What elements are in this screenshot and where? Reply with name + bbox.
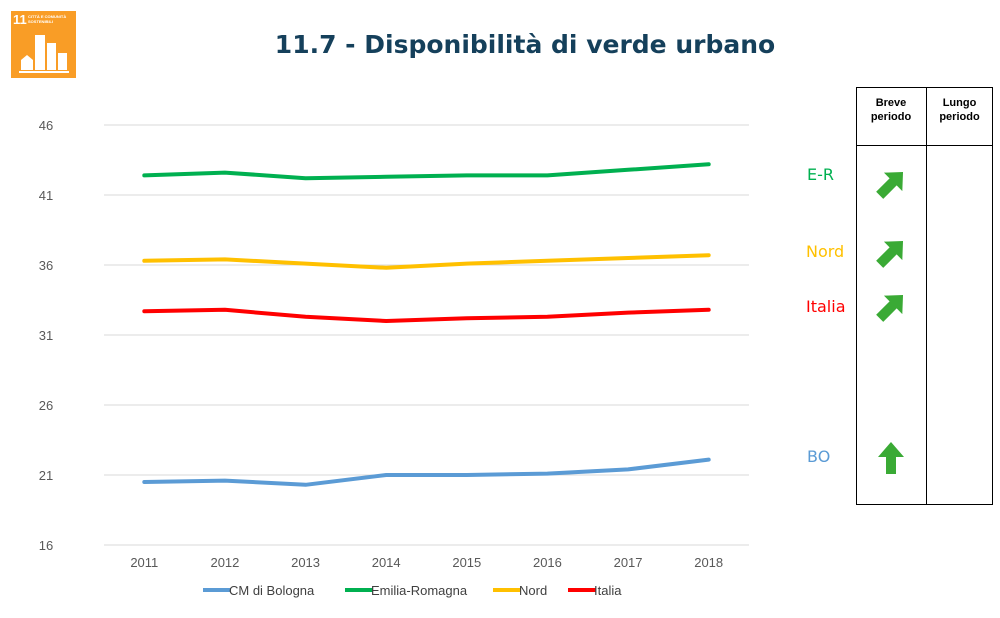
x-tick-label: 2014 — [372, 555, 401, 570]
page-title: 11.7 - Disponibilità di verde urbano — [274, 30, 776, 59]
table-column-divider — [926, 87, 927, 505]
x-tick-label: 2013 — [291, 555, 320, 570]
series-line-italia — [142, 307, 711, 323]
y-tick-label: 36 — [39, 258, 53, 273]
header-short-term: Breve periodo — [870, 97, 912, 123]
table-frame — [856, 87, 993, 505]
x-tick-label: 2011 — [130, 555, 158, 570]
up-right-arrow-icon — [873, 290, 909, 329]
legend-label: Italia — [594, 583, 622, 598]
city-buildings-icon — [19, 35, 69, 73]
x-tick-label: 2018 — [694, 555, 723, 570]
series-line-nord — [142, 253, 711, 270]
series-line-emilia-romagna — [142, 162, 711, 181]
sdg-11-badge: 11 CITTÀ E COMUNITÀ SOSTENIBILI — [11, 11, 76, 78]
x-tick-label: 2016 — [533, 555, 562, 570]
y-tick-label: 41 — [39, 188, 53, 203]
sdg-number: 11 — [13, 12, 27, 27]
region-label: Nord — [806, 242, 845, 261]
up-arrow-icon — [873, 441, 909, 480]
x-tick-label: 2012 — [210, 555, 239, 570]
y-tick-label: 16 — [39, 538, 53, 553]
x-tick-label: 2017 — [614, 555, 643, 570]
x-tick-label: 2015 — [452, 555, 481, 570]
legend-label: Nord — [519, 583, 547, 598]
region-label: BO — [807, 447, 831, 466]
series-line-cm-di-bologna — [142, 457, 711, 487]
y-tick-label: 21 — [39, 468, 53, 483]
y-tick-label: 26 — [39, 398, 53, 413]
trend-table: Breve periodo Lungo periodo — [856, 87, 993, 505]
up-right-arrow-icon — [873, 236, 909, 275]
legend-label: Emilia-Romagna — [371, 583, 468, 598]
up-right-arrow-icon — [873, 167, 909, 206]
line-chart: 16 21 26 31 36 41 46 2011 2012 2013 2014 2015 2016 20… — [39, 118, 749, 598]
header-long-term: Lungo periodo — [939, 97, 980, 123]
region-label: Italia — [806, 297, 846, 316]
y-tick-label: 46 — [39, 118, 53, 133]
legend-label: CM di Bologna — [229, 583, 315, 598]
sdg-label: CITTÀ E COMUNITÀ SOSTENIBILI — [28, 14, 67, 24]
y-tick-label: 31 — [39, 328, 53, 343]
table-header-divider — [856, 145, 993, 146]
region-label: E-R — [807, 165, 834, 184]
